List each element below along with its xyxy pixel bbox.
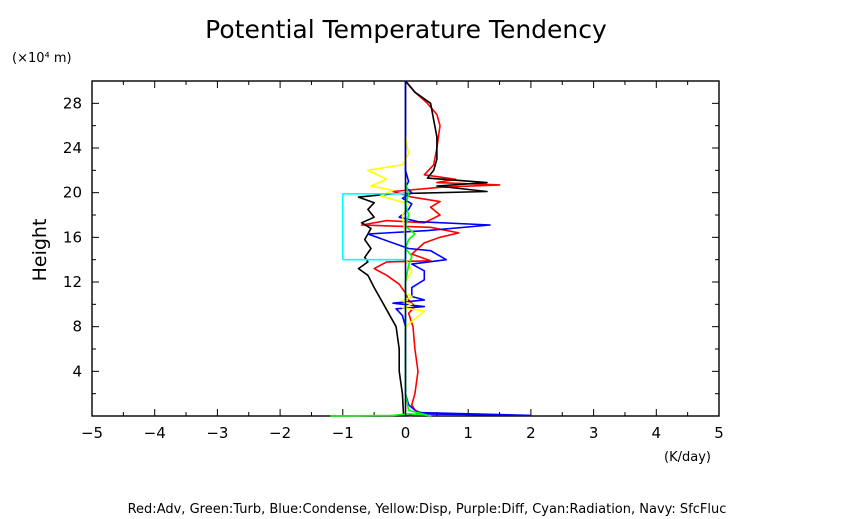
x-tick-label: 0 bbox=[401, 424, 411, 442]
x-tick-label: −5 bbox=[81, 424, 103, 442]
series-line-3 bbox=[367, 136, 426, 416]
series-line-2 bbox=[367, 81, 532, 417]
x-tick-label: −2 bbox=[269, 424, 291, 442]
x-tick-label: −1 bbox=[332, 424, 354, 442]
y-unit-label: (×10⁴ m) bbox=[12, 51, 72, 66]
series-line-1 bbox=[357, 80, 488, 417]
series-line-4 bbox=[330, 181, 432, 417]
x-tick-label: 3 bbox=[589, 424, 599, 442]
x-tick-label: 4 bbox=[652, 424, 662, 442]
x-tick-label: 1 bbox=[463, 424, 473, 442]
x-unit-label: (K/day) bbox=[664, 450, 711, 465]
y-tick-label: 20 bbox=[63, 184, 82, 202]
x-tick-label: −4 bbox=[144, 424, 166, 442]
y-axis-label: Height bbox=[29, 219, 51, 282]
y-tick-label: 12 bbox=[63, 273, 82, 291]
x-tick-label: 2 bbox=[526, 424, 536, 442]
y-tick-label: 16 bbox=[63, 228, 82, 246]
series-line-0 bbox=[360, 80, 501, 417]
chart-title: Potential Temperature Tendency bbox=[205, 15, 607, 44]
y-tick-label: 28 bbox=[63, 94, 82, 112]
y-tick-label: 4 bbox=[72, 362, 82, 380]
x-tick-label: 5 bbox=[714, 424, 724, 442]
legend-text: Red:Adv, Green:Turb, Blue:Condense, Yell… bbox=[128, 502, 727, 517]
x-tick-label: −3 bbox=[206, 424, 228, 442]
y-tick-label: 8 bbox=[72, 318, 82, 336]
y-tick-label: 24 bbox=[63, 139, 82, 157]
